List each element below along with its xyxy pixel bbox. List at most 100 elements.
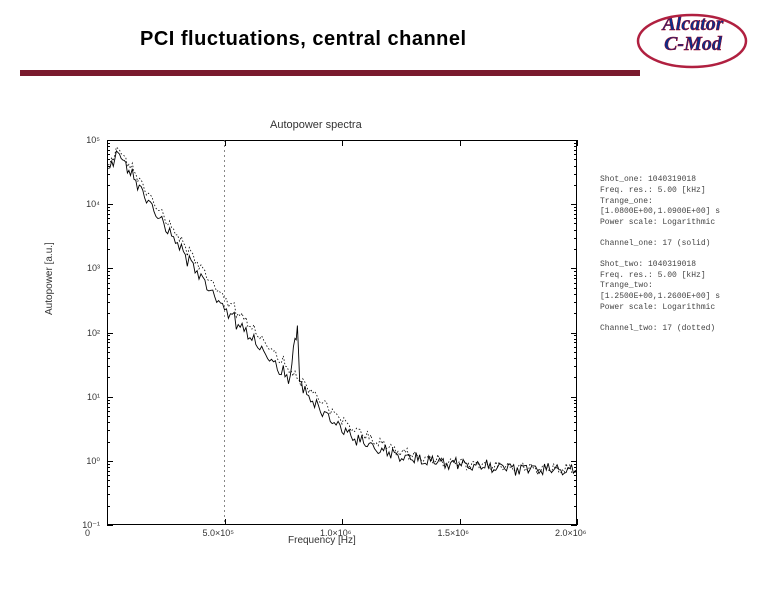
- y-tick-mark: [571, 397, 577, 398]
- y-minor-tick: [107, 486, 110, 487]
- y-minor-tick: [574, 185, 577, 186]
- x-tick-mark: [577, 140, 578, 146]
- y-minor-tick: [107, 335, 110, 336]
- y-minor-tick: [574, 430, 577, 431]
- x-tick-mark: [460, 140, 461, 146]
- y-minor-tick: [107, 271, 110, 272]
- y-minor-tick: [574, 249, 577, 250]
- y-tick-label: 10⁻¹: [55, 520, 100, 531]
- y-minor-tick: [574, 174, 577, 175]
- y-minor-tick: [574, 407, 577, 408]
- x-tick-mark: [107, 519, 108, 525]
- info-line: Trange_two:: [600, 281, 755, 292]
- x-tick-label: 2.0×10⁶: [555, 528, 586, 538]
- logo-ellipse-icon: [635, 12, 750, 70]
- y-minor-tick: [107, 275, 110, 276]
- y-minor-tick: [574, 358, 577, 359]
- y-minor-tick: [107, 347, 110, 348]
- y-minor-tick: [107, 464, 110, 465]
- x-tick-mark: [577, 519, 578, 525]
- channel-one-line: Channel_one: 17 (solid): [600, 239, 755, 250]
- y-tick-label: 10⁵: [55, 135, 100, 145]
- y-minor-tick: [574, 494, 577, 495]
- x-tick-mark: [225, 140, 226, 146]
- info-line: Trange_one:: [600, 197, 755, 208]
- y-minor-tick: [574, 339, 577, 340]
- y-minor-tick: [107, 339, 110, 340]
- y-minor-tick: [574, 403, 577, 404]
- y-minor-tick: [574, 288, 577, 289]
- y-minor-tick: [107, 400, 110, 401]
- page-title: PCI fluctuations, central channel: [140, 28, 467, 51]
- y-minor-tick: [574, 471, 577, 472]
- info-panel: Shot_one: 1040319018 Freq. res.: 5.00 [k…: [600, 175, 755, 345]
- y-axis-label: Autopower [a.u.]: [44, 242, 55, 315]
- y-minor-tick: [574, 422, 577, 423]
- y-minor-tick: [107, 230, 110, 231]
- x-tick-label: 1.0×10⁶: [320, 528, 351, 538]
- y-minor-tick: [107, 214, 110, 215]
- y-minor-tick: [574, 294, 577, 295]
- x-tick-mark: [225, 519, 226, 525]
- y-minor-tick: [574, 271, 577, 272]
- y-minor-tick: [107, 146, 110, 147]
- y-minor-tick: [574, 210, 577, 211]
- autopower-chart: Autopower spectra Autopower [a.u.] Frequ…: [50, 115, 620, 555]
- x-tick-label: 0: [85, 528, 90, 538]
- x-tick-mark: [107, 140, 108, 146]
- shot-two-block: Shot_two: 1040319018 Freq. res.: 5.00 [k…: [600, 260, 755, 314]
- y-minor-tick: [107, 407, 110, 408]
- y-minor-tick: [107, 377, 110, 378]
- y-minor-tick: [574, 377, 577, 378]
- y-minor-tick: [574, 313, 577, 314]
- y-tick-mark: [107, 204, 113, 205]
- y-minor-tick: [574, 159, 577, 160]
- y-minor-tick: [107, 366, 110, 367]
- y-minor-tick: [574, 207, 577, 208]
- y-minor-tick: [107, 154, 110, 155]
- y-tick-mark: [571, 268, 577, 269]
- header-rule: [20, 70, 640, 76]
- y-minor-tick: [107, 480, 110, 481]
- y-minor-tick: [574, 278, 577, 279]
- y-tick-label: 10¹: [55, 392, 100, 402]
- y-minor-tick: [107, 403, 110, 404]
- y-minor-tick: [574, 411, 577, 412]
- y-minor-tick: [107, 283, 110, 284]
- header: PCI fluctuations, central channel Alcato…: [0, 0, 763, 70]
- x-tick-label: 5.0×10⁵: [203, 528, 235, 538]
- y-minor-tick: [574, 223, 577, 224]
- y-minor-tick: [107, 174, 110, 175]
- y-minor-tick: [574, 214, 577, 215]
- y-tick-mark: [571, 461, 577, 462]
- y-minor-tick: [574, 467, 577, 468]
- y-tick-mark: [107, 525, 113, 526]
- y-minor-tick: [107, 430, 110, 431]
- y-minor-tick: [107, 238, 110, 239]
- y-minor-tick: [107, 416, 110, 417]
- y-tick-mark: [571, 525, 577, 526]
- y-minor-tick: [574, 486, 577, 487]
- y-minor-tick: [574, 506, 577, 507]
- y-minor-tick: [574, 347, 577, 348]
- y-minor-tick: [574, 275, 577, 276]
- y-minor-tick: [574, 464, 577, 465]
- y-minor-tick: [574, 475, 577, 476]
- info-line: Power scale: Logarithmic: [600, 218, 755, 229]
- y-minor-tick: [107, 475, 110, 476]
- y-tick-mark: [107, 397, 113, 398]
- y-minor-tick: [107, 223, 110, 224]
- y-minor-tick: [574, 146, 577, 147]
- y-minor-tick: [574, 218, 577, 219]
- y-minor-tick: [574, 416, 577, 417]
- y-tick-mark: [107, 461, 113, 462]
- x-tick-mark: [460, 519, 461, 525]
- y-minor-tick: [107, 302, 110, 303]
- y-minor-tick: [574, 230, 577, 231]
- info-line: [1.0800E+00,1.0900E+00] s: [600, 207, 755, 218]
- y-minor-tick: [107, 442, 110, 443]
- chart-title: Autopower spectra: [270, 119, 362, 131]
- y-minor-tick: [574, 302, 577, 303]
- channel-two-line: Channel_two: 17 (dotted): [600, 324, 755, 335]
- y-minor-tick: [574, 480, 577, 481]
